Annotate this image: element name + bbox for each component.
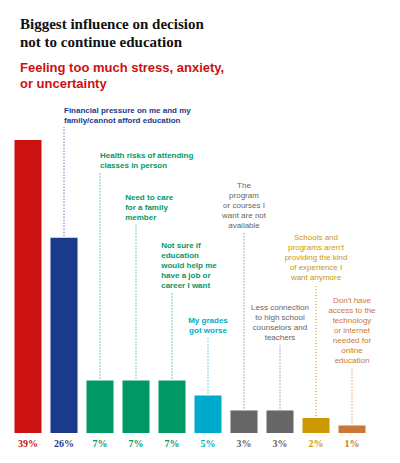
svg-text:not to continue education: not to continue education [20, 34, 183, 50]
svg-text:Biggest influence on decision: Biggest influence on decision [20, 16, 204, 32]
svg-text:education: education [161, 251, 199, 260]
svg-text:1%: 1% [345, 438, 360, 449]
svg-text:26%: 26% [54, 438, 74, 449]
svg-text:or courses I: or courses I [223, 201, 265, 210]
svg-text:7%: 7% [93, 438, 108, 449]
svg-text:want anymore: want anymore [290, 273, 342, 282]
svg-text:for a family: for a family [125, 203, 168, 212]
svg-text:or internet: or internet [334, 326, 371, 335]
svg-text:family/cannot afford education: family/cannot afford education [64, 116, 181, 125]
svg-text:Financial pressure on me and m: Financial pressure on me and my [64, 106, 191, 115]
svg-text:Not sure if: Not sure if [161, 241, 201, 250]
svg-text:7%: 7% [129, 438, 144, 449]
svg-text:programs aren't: programs aren't [288, 243, 345, 252]
svg-text:have a job or: have a job or [161, 271, 210, 280]
svg-text:available: available [228, 221, 260, 230]
svg-text:Health risks of attending: Health risks of attending [100, 151, 193, 160]
svg-text:Feeling too much stress, anxie: Feeling too much stress, anxiety, [20, 60, 224, 75]
svg-text:My grades: My grades [188, 316, 228, 325]
svg-text:2%: 2% [309, 438, 324, 449]
svg-text:providing the kind: providing the kind [285, 253, 348, 262]
svg-text:to high school: to high school [255, 313, 305, 322]
svg-text:want are not: want are not [221, 211, 267, 220]
svg-text:39%: 39% [18, 438, 38, 449]
svg-text:7%: 7% [165, 438, 180, 449]
svg-text:teachers: teachers [265, 333, 296, 342]
svg-text:3%: 3% [273, 438, 288, 449]
svg-text:Schools and: Schools and [294, 233, 338, 242]
svg-text:career I want: career I want [161, 281, 210, 290]
svg-text:online: online [341, 346, 363, 355]
svg-text:or uncertainty: or uncertainty [20, 76, 107, 91]
svg-text:counselors and: counselors and [253, 323, 307, 332]
svg-text:got worse: got worse [189, 326, 227, 335]
svg-text:Less connection: Less connection [251, 303, 309, 312]
svg-text:3%: 3% [237, 438, 252, 449]
svg-text:Don't have: Don't have [333, 296, 372, 305]
svg-text:Need to care: Need to care [125, 193, 174, 202]
svg-text:member: member [125, 213, 156, 222]
svg-text:needed for: needed for [333, 336, 372, 345]
svg-text:of experience I: of experience I [290, 263, 342, 272]
svg-text:classes in person: classes in person [100, 161, 167, 170]
svg-text:5%: 5% [201, 438, 216, 449]
svg-text:education: education [335, 356, 370, 365]
svg-text:would help me: would help me [160, 261, 217, 270]
svg-text:access to the: access to the [328, 306, 376, 315]
svg-text:The: The [237, 181, 251, 190]
svg-text:program: program [229, 191, 259, 200]
svg-text:technology: technology [333, 316, 372, 325]
